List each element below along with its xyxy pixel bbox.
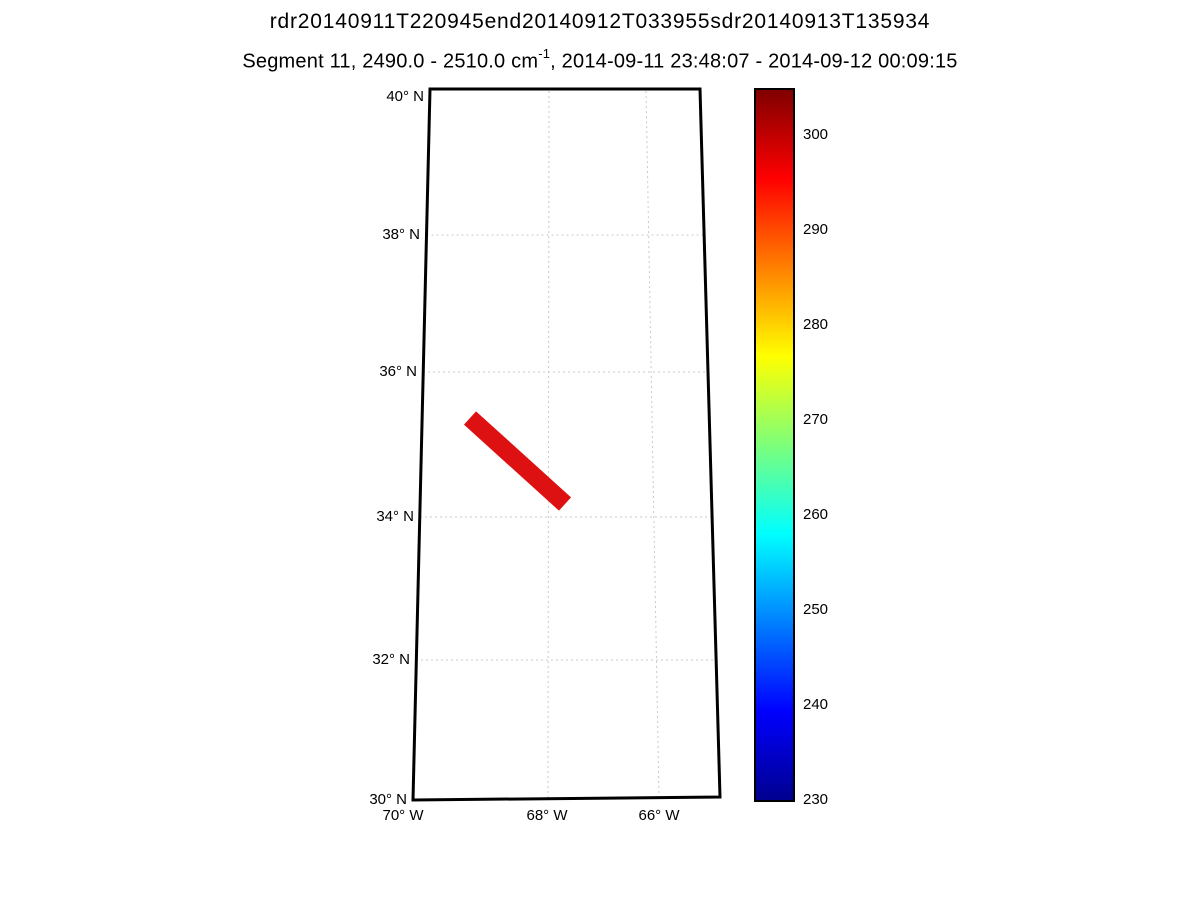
lat-tick-38n: 38° N (382, 226, 420, 243)
colorbar (754, 88, 795, 802)
lon-tick-70w: 70° W (382, 807, 424, 824)
subtitle-prefix: Segment 11, 2490.0 - 2510.0 cm (242, 50, 539, 73)
colorbar-tick-280: 280 (803, 316, 829, 333)
colorbar-tick-230: 230 (803, 791, 829, 808)
colorbar-tick-250: 250 (803, 601, 829, 618)
colorbar-tick-290: 290 (803, 221, 829, 238)
lat-tick-30n: 30° N (369, 791, 407, 808)
lat-tick-36n: 36° N (379, 363, 417, 380)
colorbar-tick-240: 240 (803, 696, 829, 713)
colorbar-tick-270: 270 (803, 411, 829, 428)
lat-tick-32n: 32° N (372, 651, 410, 668)
data-swath (463, 411, 572, 511)
plot-subtitle: Segment 11, 2490.0 - 2510.0 cm-1, 2014-0… (0, 46, 1200, 74)
lon-tick-68w: 68° W (526, 807, 568, 824)
lat-tick-34n: 34° N (376, 508, 414, 525)
subtitle-superscript: -1 (538, 46, 551, 61)
lat-tick-40n: 40° N (386, 88, 424, 105)
lon-tick-66w: 66° W (638, 807, 680, 824)
gridline-lon-68w (547, 88, 550, 799)
gridline-lon-66w (645, 88, 660, 799)
subtitle-suffix: , 2014-09-11 23:48:07 - 2014-09-12 00:09… (550, 50, 958, 73)
colorbar-tick-260: 260 (803, 506, 829, 523)
map-frame (411, 87, 722, 802)
colorbar-tick-300: 300 (803, 126, 829, 143)
plot-title: rdr20140911T220945end20140912T033955sdr2… (269, 10, 931, 33)
